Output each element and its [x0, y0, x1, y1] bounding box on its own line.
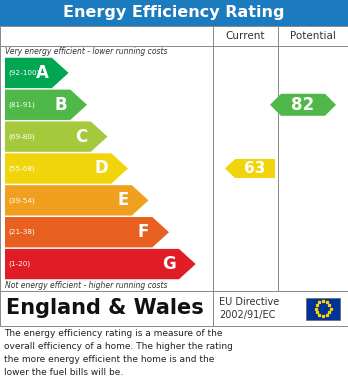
Polygon shape — [5, 153, 128, 184]
Text: D: D — [95, 160, 108, 178]
Text: 63: 63 — [244, 161, 266, 176]
Polygon shape — [5, 185, 149, 215]
Text: Potential: Potential — [290, 31, 336, 41]
Text: Current: Current — [226, 31, 265, 41]
Text: A: A — [36, 64, 49, 82]
Text: B: B — [55, 96, 67, 114]
Text: G: G — [162, 255, 176, 273]
Text: (69-80): (69-80) — [8, 133, 35, 140]
Polygon shape — [225, 159, 275, 178]
Polygon shape — [5, 90, 87, 120]
FancyBboxPatch shape — [0, 291, 348, 326]
Text: C: C — [76, 127, 88, 145]
FancyBboxPatch shape — [0, 0, 348, 26]
Polygon shape — [270, 94, 336, 116]
Polygon shape — [5, 122, 108, 152]
Text: F: F — [138, 223, 149, 241]
FancyBboxPatch shape — [0, 26, 348, 291]
Text: 82: 82 — [291, 96, 315, 114]
Text: EU Directive
2002/91/EC: EU Directive 2002/91/EC — [219, 297, 279, 320]
Text: E: E — [117, 191, 129, 209]
Text: (55-68): (55-68) — [8, 165, 35, 172]
Text: (92-100): (92-100) — [8, 70, 39, 76]
Text: The energy efficiency rating is a measure of the
overall efficiency of a home. T: The energy efficiency rating is a measur… — [4, 329, 233, 377]
Text: Very energy efficient - lower running costs: Very energy efficient - lower running co… — [5, 47, 167, 56]
Polygon shape — [5, 249, 196, 279]
Text: Energy Efficiency Rating: Energy Efficiency Rating — [63, 5, 285, 20]
Text: (39-54): (39-54) — [8, 197, 35, 204]
FancyBboxPatch shape — [306, 298, 340, 319]
Text: England & Wales: England & Wales — [6, 298, 204, 319]
Text: (81-91): (81-91) — [8, 102, 35, 108]
Text: (21-38): (21-38) — [8, 229, 35, 235]
Text: (1-20): (1-20) — [8, 261, 30, 267]
Polygon shape — [5, 58, 69, 88]
Polygon shape — [5, 217, 169, 248]
Text: Not energy efficient - higher running costs: Not energy efficient - higher running co… — [5, 281, 167, 290]
